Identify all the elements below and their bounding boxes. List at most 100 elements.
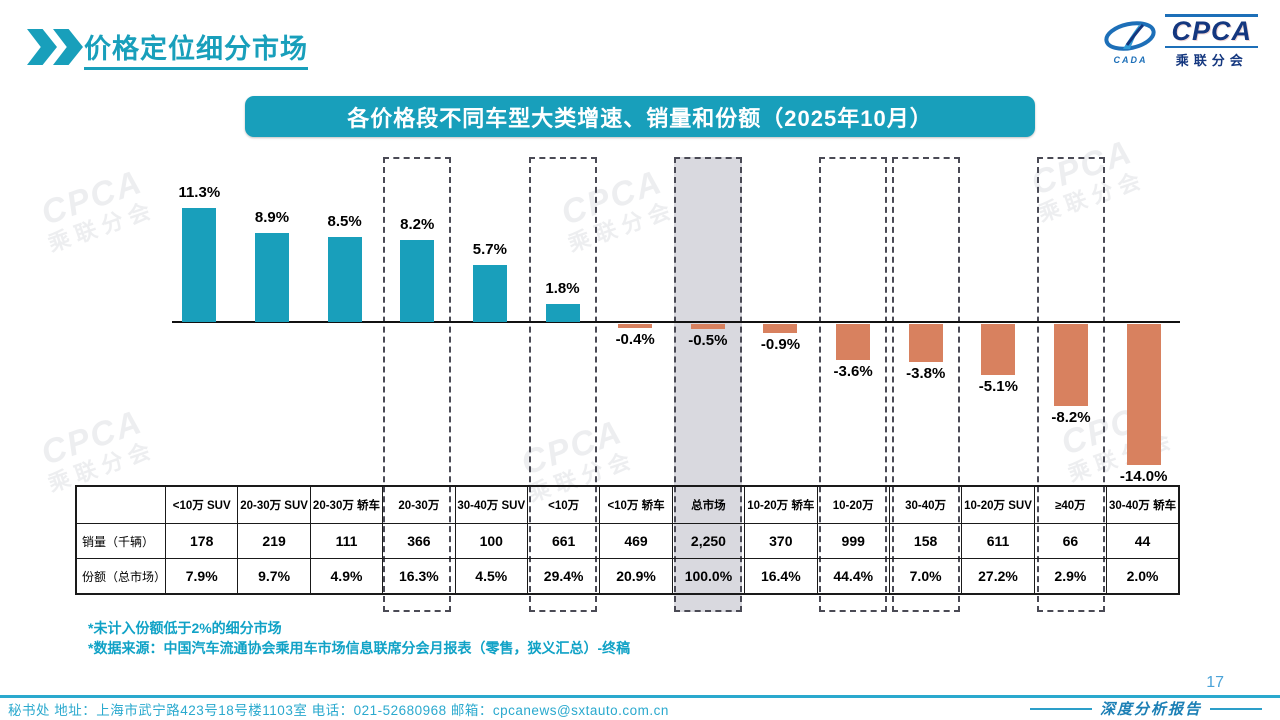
zero-axis-line <box>172 321 1180 323</box>
cpca-swoosh-icon <box>1104 20 1157 51</box>
growth-bar <box>618 324 653 328</box>
sales-cell: 370 <box>744 523 818 559</box>
page-title: 价格定位细分市场 <box>84 27 308 70</box>
sales-cell: 158 <box>888 523 963 559</box>
cpca-logo: CADA CPCA 乘联分会 <box>1103 14 1258 69</box>
table-row: 销量（千辆） 178 219 111 366 100 661 469 2,250 370 999 1… <box>75 523 1180 559</box>
growth-value-label: -0.4% <box>615 331 655 348</box>
segment-data-table: <10万 SUV 20-30万 SUV 20-30万 轿车 20-30万 30-40万 … <box>75 485 1180 595</box>
growth-value-label: -0.5% <box>688 332 728 349</box>
growth-value-label: -14.0% <box>1119 468 1168 485</box>
growth-bar <box>690 324 725 329</box>
share-cell: 29.4% <box>526 558 601 595</box>
report-label: 深度分析报告 <box>1099 702 1202 718</box>
sales-cell: 999 <box>816 523 890 559</box>
share-cell: 100.0% <box>671 558 746 595</box>
growth-value-label: 8.2% <box>400 216 435 233</box>
footnotes: *未计入份额低于2%的细分市场 *数据来源：中国汽车流通协会乘用车市场信息联席分… <box>88 618 630 658</box>
growth-value-label: 5.7% <box>472 241 507 258</box>
table-corner-cell <box>75 485 166 524</box>
watermark-logo: CPCA 乘联分会 <box>33 162 159 257</box>
growth-value-label: -5.1% <box>978 378 1018 395</box>
sales-row-label: 销量（千辆） <box>75 523 166 559</box>
table-header-cell: <10万 <box>526 485 601 524</box>
share-cell: 20.9% <box>599 558 673 595</box>
table-header-cell: ≥40万 <box>1033 485 1108 524</box>
dashed-highlight-box <box>819 157 888 612</box>
footnote-share: *未计入份额低于2%的细分市场 <box>88 620 282 636</box>
sales-cell: 366 <box>382 523 456 559</box>
footnote-source: *数据来源：中国汽车流通协会乘用车市场信息联席分会月报表（零售，狭义汇总）-终稿 <box>88 640 631 656</box>
watermark-text: CPCA <box>36 162 148 233</box>
growth-bar <box>472 265 507 322</box>
share-row-label: 份额（总市场） <box>75 558 166 595</box>
sales-cell: 219 <box>237 523 311 559</box>
growth-bar <box>763 324 798 333</box>
growth-bar <box>908 324 943 362</box>
share-cell: 16.4% <box>744 558 818 595</box>
report-label-group: 深度分析报告 <box>1029 698 1262 719</box>
table-header-cell: 20-30万 <box>382 485 456 524</box>
sales-cell: 111 <box>309 523 384 559</box>
table-header-cell: 30-40万 SUV <box>454 485 528 524</box>
table-header-cell: 10-20万 轿车 <box>744 485 818 524</box>
share-cell: 44.4% <box>816 558 890 595</box>
share-cell: 2.9% <box>1033 558 1108 595</box>
growth-value-label: -3.6% <box>833 363 873 380</box>
share-cell: 2.0% <box>1106 558 1180 595</box>
growth-value-label: 1.8% <box>545 280 580 297</box>
sales-cell: 44 <box>1106 523 1180 559</box>
share-cell: 16.3% <box>382 558 456 595</box>
table-header-cell: 20-30万 SUV <box>237 485 311 524</box>
share-cell: 7.9% <box>164 558 239 595</box>
growth-bar <box>327 237 362 322</box>
share-cell: 4.5% <box>454 558 528 595</box>
growth-bar <box>981 324 1016 375</box>
growth-bar <box>182 208 217 322</box>
dashed-highlight-box <box>1037 157 1106 612</box>
sales-cell: 661 <box>526 523 601 559</box>
sales-cell: 2,250 <box>671 523 746 559</box>
double-chevron-icon <box>27 29 83 65</box>
growth-value-label: 8.5% <box>327 213 362 230</box>
footer-contact: 秘书处 地址：上海市武宁路423号18号楼1103室 电话：021-526809… <box>8 703 669 718</box>
growth-value-label: -3.8% <box>906 365 946 382</box>
watermark-text: 乘联分会 <box>44 196 159 257</box>
table-header-row: <10万 SUV 20-30万 SUV 20-30万 轿车 20-30万 30-40万 … <box>75 485 1180 524</box>
share-cell: 9.7% <box>237 558 311 595</box>
growth-value-label: 11.3% <box>178 184 221 201</box>
sales-cell: 178 <box>164 523 239 559</box>
table-row: 份额（总市场） 7.9% 9.7% 4.9% 16.3% 4.5% 29.4% 20.9% 1… <box>75 558 1180 595</box>
sales-cell: 469 <box>599 523 673 559</box>
table-header-cell: <10万 轿车 <box>599 485 673 524</box>
growth-bar <box>1054 324 1089 406</box>
growth-bar <box>400 240 435 322</box>
cada-label: CADA <box>1113 54 1148 65</box>
chart-title-banner: 各价格段不同车型大类增速、销量和份额（2025年10月） <box>245 96 1035 137</box>
table-header-cell: 20-30万 轿车 <box>309 485 384 524</box>
cpca-logo-mark: CADA <box>1103 19 1157 65</box>
decor-line <box>1210 707 1262 710</box>
growth-value-label: 8.9% <box>254 209 290 226</box>
dashed-highlight-box <box>891 157 960 612</box>
sales-cell: 611 <box>961 523 1035 559</box>
sales-cell: 66 <box>1033 523 1108 559</box>
watermark-text: CPCA <box>36 402 148 473</box>
table-header-cell: 30-40万 轿车 <box>1106 485 1180 524</box>
share-cell: 4.9% <box>309 558 384 595</box>
share-cell: 7.0% <box>888 558 963 595</box>
table-header-cell: 总市场 <box>671 485 746 524</box>
table-header-cell: 30-40万 <box>888 485 963 524</box>
share-cell: 27.2% <box>961 558 1035 595</box>
table-header-cell: <10万 SUV <box>164 485 239 524</box>
growth-bar <box>836 324 871 360</box>
growth-value-label: -8.2% <box>1051 409 1091 426</box>
dashed-highlight-box <box>383 157 452 612</box>
sales-cell: 100 <box>454 523 528 559</box>
cpca-subtitle: 乘联分会 <box>1175 53 1248 68</box>
cpca-wordmark: CPCA <box>1165 14 1258 48</box>
growth-bar <box>1126 324 1161 465</box>
watermark-logo: CPCA 乘联分会 <box>33 402 158 497</box>
growth-bar <box>545 304 580 322</box>
